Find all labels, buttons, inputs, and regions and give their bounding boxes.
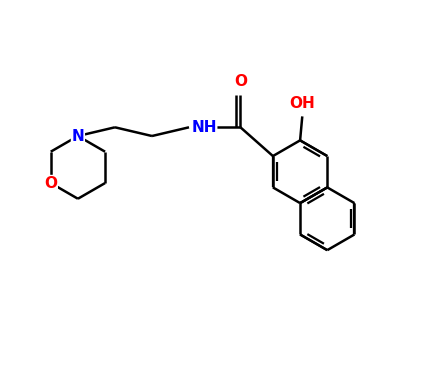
Text: OH: OH	[289, 96, 314, 111]
Text: NH: NH	[191, 120, 216, 135]
Text: O: O	[44, 175, 57, 190]
Text: O: O	[233, 73, 246, 88]
Text: N: N	[71, 128, 84, 143]
